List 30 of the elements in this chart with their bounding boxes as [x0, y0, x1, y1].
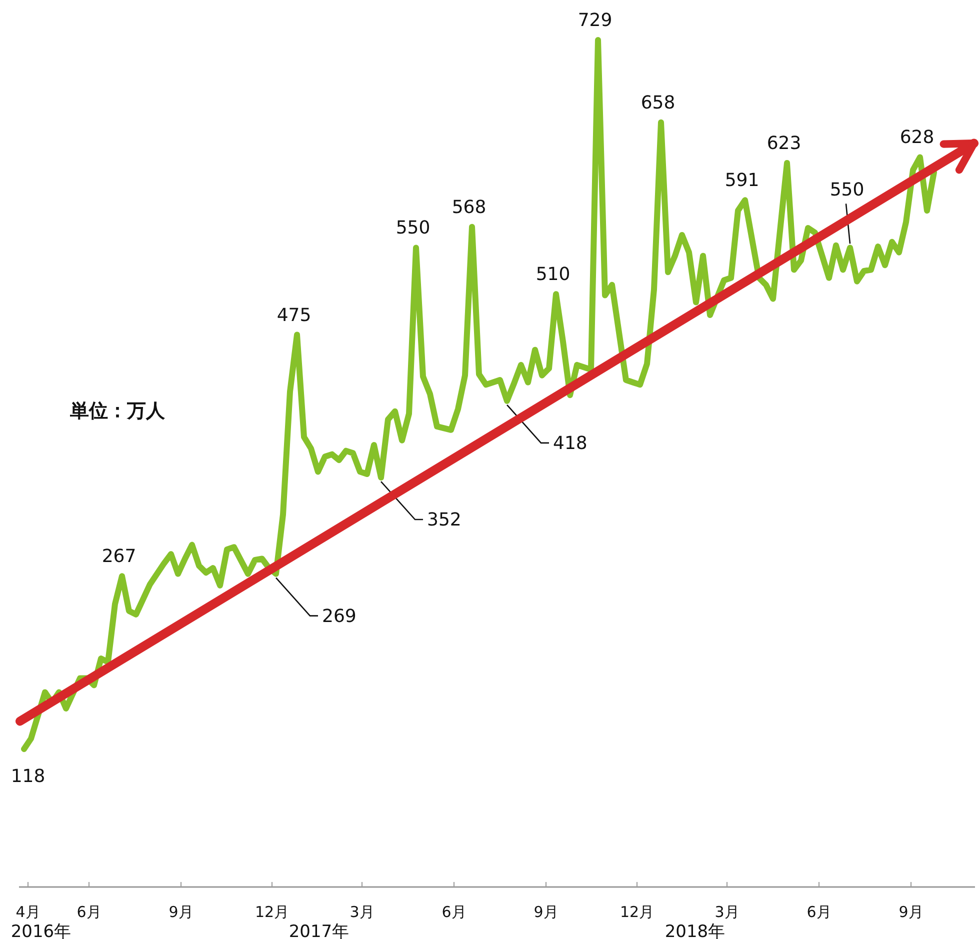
data-label: 623: [766, 133, 802, 154]
x-tick-label: 6月: [76, 903, 102, 921]
x-tick-label: 12月: [254, 903, 290, 921]
data-label: 550: [396, 218, 430, 239]
x-tick-label: 9月: [168, 903, 194, 921]
data-label: 418: [553, 432, 588, 454]
data-label: 475: [276, 304, 312, 326]
data-label: 628: [900, 127, 934, 148]
text: 2017年: [288, 922, 350, 939]
x-tick-label: 9月: [534, 903, 558, 921]
data-label: 352: [427, 510, 462, 531]
x-tick-label: 9月: [898, 903, 924, 921]
data-label: 729: [578, 10, 612, 31]
data-label: 591: [724, 170, 760, 192]
data-label: 550: [830, 180, 864, 201]
annotation: 単位：万人: [69, 400, 166, 422]
data-label: 510: [536, 264, 570, 286]
text: 2018年: [664, 922, 726, 939]
data-label: 269: [322, 606, 356, 627]
x-tick-label: 12月: [620, 903, 654, 921]
x-tick-label: 6月: [806, 903, 832, 921]
x-tick-label: 3月: [714, 903, 740, 921]
x-tick-label: 3月: [350, 903, 374, 921]
x-tick-label: 4月: [16, 903, 40, 921]
data-label: 267: [102, 546, 136, 568]
data-label: 118: [10, 766, 46, 788]
x-tick-label: 6月: [442, 903, 466, 921]
data-label: 658: [640, 92, 676, 114]
data-label: 568: [452, 196, 486, 218]
text: 2016年: [10, 922, 72, 939]
